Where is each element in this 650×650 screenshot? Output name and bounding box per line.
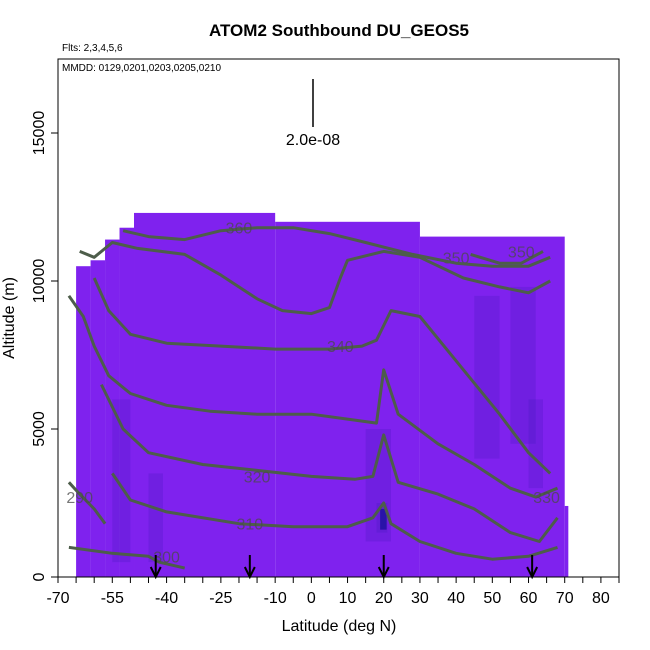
dense-patch <box>510 286 536 444</box>
contour-label: 340 <box>327 339 354 356</box>
flight-arrows <box>149 555 539 580</box>
dates-label: MMDD: 0129,0201,0203,0205,0210 <box>62 63 221 74</box>
x-tick-label: 30 <box>411 590 429 607</box>
contour-line <box>122 226 551 268</box>
data-cell <box>275 221 420 578</box>
x-tick-label: -70 <box>46 590 69 607</box>
contour-label: 290 <box>66 490 93 507</box>
y-tick-label: 10000 <box>31 259 48 304</box>
contour-line <box>68 545 186 570</box>
y-tick-label: 5000 <box>31 411 48 447</box>
contour-label: 330 <box>533 490 560 507</box>
x-axis: -70 -55 -40 -25 -10 0 10 20 30 40 50 60 70 80 <box>46 577 620 607</box>
x-tick-label: 20 <box>375 590 393 607</box>
dense-patch <box>474 295 500 459</box>
x-tick-label: 50 <box>483 590 501 607</box>
dense-patch <box>528 399 543 489</box>
data-cell <box>564 505 569 577</box>
plot-frame <box>57 58 620 578</box>
data-field <box>76 212 569 578</box>
contour-label: 320 <box>244 469 271 486</box>
x-tick-label: -40 <box>155 590 178 607</box>
flight-arrow-head <box>149 566 162 580</box>
contour-line <box>100 383 559 543</box>
scale-bar-label: 2.0e-08 <box>286 132 340 149</box>
data-cell <box>134 212 276 578</box>
dense-patch <box>112 399 131 563</box>
scale-bar: 2.0e-08 <box>286 79 340 149</box>
contour-line <box>79 241 551 316</box>
x-tick-label: 40 <box>447 590 465 607</box>
data-cell <box>90 260 106 577</box>
contour-line <box>67 294 559 499</box>
x-tick-label: -55 <box>101 590 124 607</box>
x-tick-label: -10 <box>264 590 287 607</box>
contour-label: 350 <box>508 244 535 261</box>
x-tick-label: 10 <box>339 590 357 607</box>
x-tick-label: 70 <box>556 590 574 607</box>
x-tick-label: 0 <box>307 590 316 607</box>
y-axis: 0 5000 10000 15000 <box>31 111 58 581</box>
peak-patch <box>380 508 387 530</box>
x-tick-label: -25 <box>209 590 232 607</box>
flight-arrow-head <box>243 566 256 580</box>
contour-label: 310 <box>236 517 263 534</box>
y-axis-label: Altitude (m) <box>1 277 18 359</box>
y-tick-label: 15000 <box>31 111 48 156</box>
x-tick-label: 60 <box>520 590 538 607</box>
chart-title: ATOM2 Southbound DU_GEOS5 <box>209 21 469 40</box>
contour-line <box>470 250 544 265</box>
dense-patch <box>148 473 163 563</box>
flight-arrow-head <box>526 566 539 580</box>
contour-label: 300 <box>153 549 180 566</box>
contour-label: 360 <box>226 221 253 238</box>
x-axis-label: Latitude (deg N) <box>282 618 397 635</box>
contour-line <box>92 277 552 475</box>
flights-label: Flts: 2,3,4,5,6 <box>62 43 123 54</box>
contour-line <box>111 472 558 561</box>
x-tick-label: 80 <box>592 590 610 607</box>
data-cell <box>76 266 91 577</box>
contour-line <box>67 481 107 525</box>
y-tick-label: 0 <box>31 572 48 581</box>
